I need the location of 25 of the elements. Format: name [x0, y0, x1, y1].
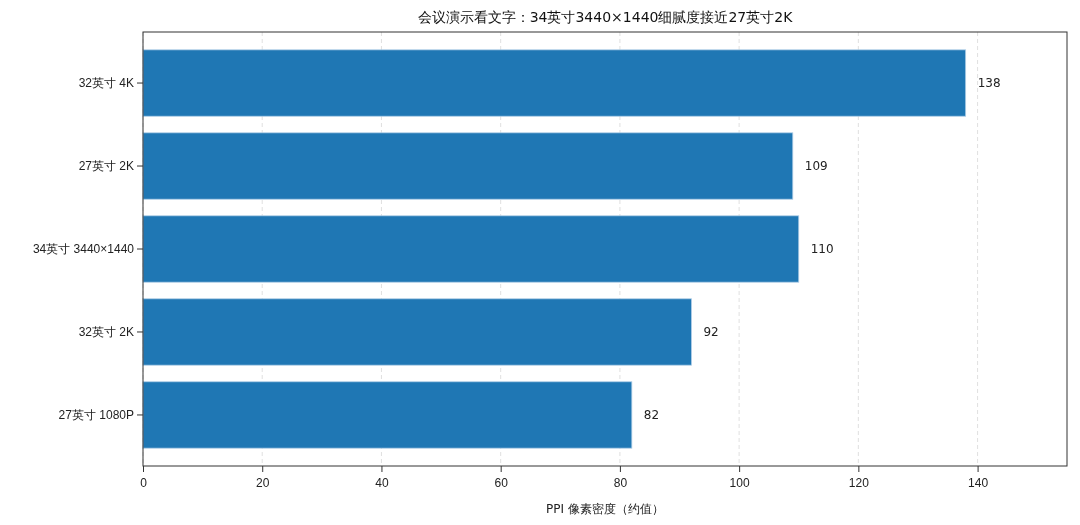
- x-tick-label: 100: [729, 476, 750, 490]
- x-axis-title: PPI 像素密度（约值）: [546, 502, 664, 516]
- x-tick-label: 20: [256, 476, 270, 490]
- data-label: 92: [703, 324, 719, 339]
- bar: [142, 381, 633, 449]
- bar: [142, 215, 800, 283]
- data-label: 138: [977, 76, 1001, 91]
- x-tick-label: 140: [968, 476, 989, 490]
- data-label: 109: [804, 159, 828, 174]
- y-tick-label: 27英寸 2K: [78, 158, 134, 173]
- bar: [142, 49, 967, 117]
- y-tick-label: 27英寸 1080P: [58, 407, 134, 422]
- y-tick-label: 32英寸 2K: [78, 324, 134, 339]
- y-tick-label: 32英寸 4K: [78, 75, 134, 90]
- bar: [142, 132, 794, 200]
- y-tick-label: 34英寸 3440×1440: [32, 241, 135, 256]
- x-tick-label: 60: [494, 476, 509, 490]
- chart-title: 会议演示看文字：34英寸3440×1440细腻度接近27英寸2K: [417, 9, 794, 25]
- bar: [142, 298, 692, 366]
- x-tick-label: 0: [140, 476, 148, 490]
- data-label: 110: [810, 242, 834, 256]
- x-tick-label: 40: [375, 476, 389, 490]
- data-label: 82: [643, 407, 660, 422]
- x-tick-label: 80: [613, 476, 628, 490]
- x-tick-label: 120: [848, 476, 870, 490]
